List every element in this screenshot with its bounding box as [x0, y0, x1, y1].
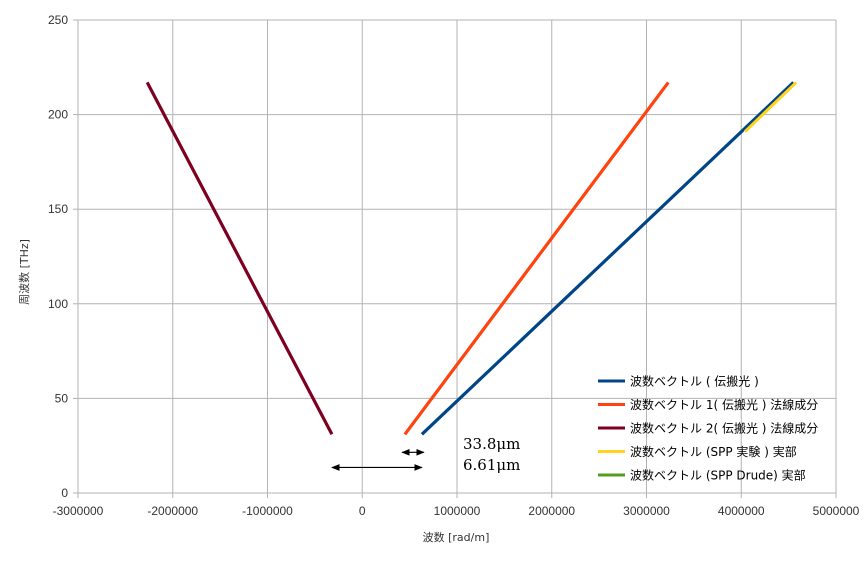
y-tick-label: 50 [55, 391, 69, 405]
annotation-label: 33.8μm [463, 435, 520, 453]
x-tick-label: 0 [359, 504, 366, 518]
x-tick-label: -3000000 [53, 504, 104, 518]
x-tick-label: 3000000 [623, 504, 670, 518]
legend-label: 波数ベクトル 2( 伝搬光 ) 法線成分 [630, 421, 818, 436]
legend-label: 波数ベクトル (SPP Drude) 実部 [630, 468, 806, 483]
x-tick-label: -1000000 [242, 504, 293, 518]
annotations: 33.8μm 6.61μm [331, 435, 520, 474]
series-line-3 [145, 81, 334, 436]
x-tick-label: 2000000 [528, 504, 575, 518]
y-tick-label: 200 [48, 108, 68, 122]
x-tick-label: 1000000 [434, 504, 481, 518]
y-tick-label: 0 [61, 486, 68, 500]
y-tick-label: 100 [48, 297, 68, 311]
x-tick-label: 5000000 [813, 504, 860, 518]
x-tick-label: 4000000 [718, 504, 765, 518]
legend: 波数ベクトル ( 伝搬光 ) 波数ベクトル 1( 伝搬光 ) 法線成分波数ベクトル… [598, 374, 818, 483]
legend-label: 波数ベクトル 1( 伝搬光 ) 法線成分 [630, 397, 818, 412]
annotation-label: 6.61μm [463, 456, 520, 474]
x-tick-label: -2000000 [147, 504, 198, 518]
series-group [145, 81, 798, 436]
grid [77, 19, 837, 494]
axes [73, 19, 837, 498]
tick-labels: -3000000 -2000000 -1000000 0 1000000 2000000 3… [48, 13, 860, 518]
y-tick-label: 250 [48, 13, 68, 27]
y-tick-label: 150 [48, 202, 68, 216]
legend-label: 波数ベクトル (SPP 実験 ) 実部 [630, 444, 797, 459]
legend-label: 波数ベクトル ( 伝搬光 ) [630, 374, 759, 389]
series-line-2 [403, 81, 670, 436]
x-axis-label: 波数 [rad/m] [423, 531, 490, 544]
y-axis-label: 周波数 [THz] [18, 239, 31, 305]
series-line-1 [420, 81, 795, 436]
series-line-4 [743, 81, 798, 133]
